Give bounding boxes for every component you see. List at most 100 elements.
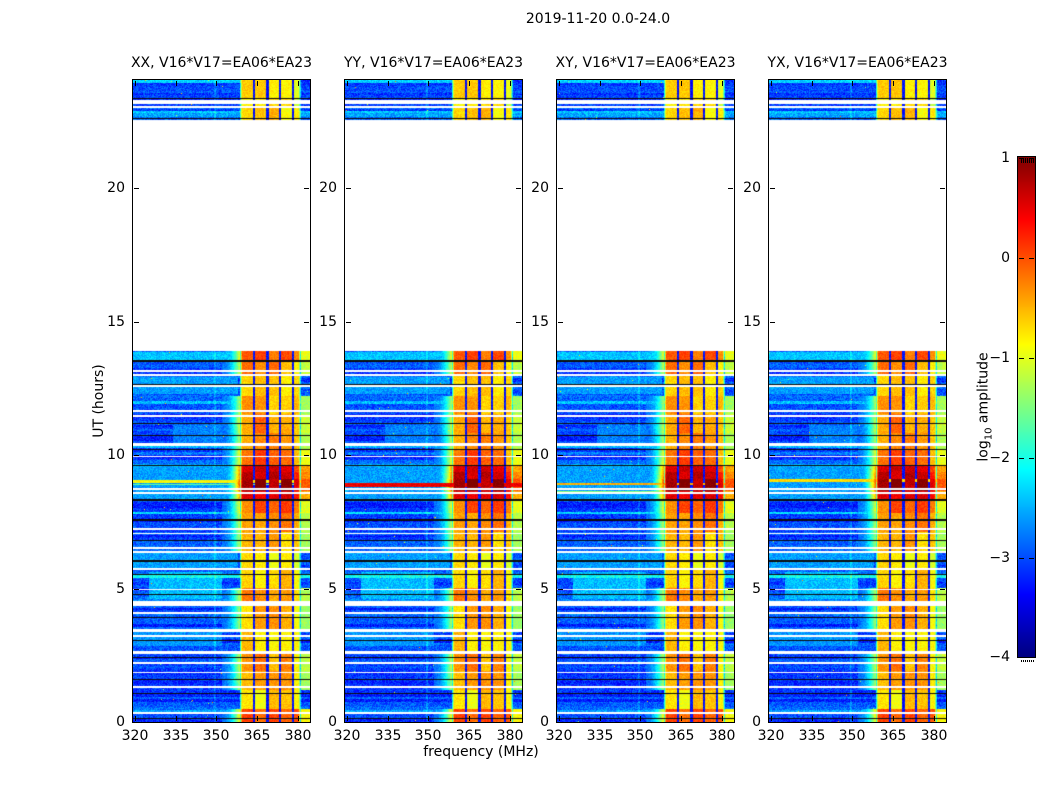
x-tick-mark: [176, 81, 177, 86]
colorbar-tick-mark: [1019, 657, 1024, 658]
y-tick-mark: [770, 722, 775, 723]
panel-title-xy: XY, V16*V17=EA06*EA23: [555, 55, 736, 71]
x-tick-mark: [135, 81, 136, 86]
x-tick-label: 380: [496, 728, 524, 744]
y-tick-label: 15: [107, 314, 125, 330]
x-tick-mark: [681, 81, 682, 86]
y-tick-mark: [304, 322, 309, 323]
y-tick-label: 0: [540, 714, 549, 730]
panel-title-yx: YX, V16*V17=EA06*EA23: [767, 55, 948, 71]
x-tick-mark: [428, 716, 429, 721]
x-tick-mark: [722, 716, 723, 721]
colorbar-tick-mark: [1019, 458, 1024, 459]
colorbar-minor-tick: [1025, 158, 1026, 163]
colorbar-tick-label: 1: [1001, 150, 1010, 166]
y-tick-label: 15: [531, 314, 549, 330]
y-tick-mark: [940, 589, 945, 590]
y-tick-mark: [728, 322, 733, 323]
colorbar-minor-tick: [1021, 660, 1022, 662]
x-tick-mark: [388, 81, 389, 86]
y-tick-mark: [346, 188, 351, 189]
y-tick-label: 0: [328, 714, 337, 730]
y-tick-label: 10: [319, 447, 337, 463]
spectrogram-panel-xx: 320 335 350 365 380 0 5 10 15 20: [107, 79, 311, 744]
x-tick-mark: [852, 81, 853, 86]
y-tick-mark: [940, 455, 945, 456]
x-tick-mark: [347, 81, 348, 86]
y-tick-mark: [558, 455, 563, 456]
y-tick-label: 5: [328, 581, 337, 597]
y-tick-label: 20: [107, 180, 125, 196]
colorbar-tick-mark: [1019, 358, 1024, 359]
y-tick-mark: [134, 322, 139, 323]
colorbar-tick-label: −4: [989, 649, 1010, 665]
x-tick-label: 335: [374, 728, 402, 744]
x-tick-mark: [298, 81, 299, 86]
y-tick-mark: [346, 322, 351, 323]
x-tick-label: 320: [333, 728, 361, 744]
x-tick-label: 365: [667, 728, 695, 744]
spectrogram-canvas-xy: [557, 80, 734, 722]
x-tick-mark: [934, 81, 935, 86]
colorbar-tick-label: −1: [989, 350, 1010, 366]
y-tick-mark: [304, 455, 309, 456]
x-tick-mark: [812, 81, 813, 86]
y-tick-label: 20: [319, 180, 337, 196]
x-tick-mark: [852, 716, 853, 721]
y-tick-mark: [728, 455, 733, 456]
colorbar-minor-tick: [1029, 158, 1030, 163]
y-tick-label: 5: [752, 581, 761, 597]
x-tick-label: 335: [798, 728, 826, 744]
colorbar-tick-mark: [1029, 358, 1034, 359]
x-tick-mark: [216, 716, 217, 721]
x-tick-label: 335: [586, 728, 614, 744]
x-tick-mark: [469, 716, 470, 721]
spectrogram-canvas-yx: [769, 80, 946, 722]
x-tick-label: 380: [708, 728, 736, 744]
x-tick-mark: [771, 716, 772, 721]
colorbar-minor-tick: [1033, 158, 1034, 163]
colorbar-label: log10 amplitude: [975, 352, 995, 462]
y-tick-mark: [134, 455, 139, 456]
y-tick-label: 15: [743, 314, 761, 330]
x-tick-mark: [347, 716, 348, 721]
y-tick-mark: [770, 188, 775, 189]
y-tick-mark: [516, 722, 521, 723]
panel-title-xx: XX, V16*V17=EA06*EA23: [130, 55, 313, 71]
spectrogram-canvas-yy: [345, 80, 522, 722]
y-tick-mark: [346, 722, 351, 723]
figure-title: 2019-11-20 0.0-24.0: [525, 11, 671, 27]
y-tick-mark: [728, 722, 733, 723]
y-tick-label: 0: [116, 714, 125, 730]
y-tick-mark: [940, 722, 945, 723]
y-tick-mark: [346, 455, 351, 456]
colorbar-minor-tick: [1023, 660, 1024, 662]
x-tick-mark: [640, 81, 641, 86]
x-tick-mark: [893, 81, 894, 86]
x-tick-mark: [893, 716, 894, 721]
colorbar-tick-mark: [1029, 657, 1034, 658]
x-tick-label: 365: [455, 728, 483, 744]
x-tick-mark: [722, 81, 723, 86]
x-tick-mark: [510, 81, 511, 86]
y-tick-label: 5: [116, 581, 125, 597]
x-tick-mark: [771, 81, 772, 86]
x-tick-label: 365: [243, 728, 271, 744]
x-tick-mark: [388, 716, 389, 721]
x-tick-mark: [135, 716, 136, 721]
y-tick-mark: [516, 322, 521, 323]
x-tick-mark: [257, 716, 258, 721]
colorbar-minor-tick: [1025, 660, 1026, 662]
x-tick-label: 350: [626, 728, 654, 744]
y-axis-label: UT (hours): [91, 364, 107, 438]
y-tick-mark: [770, 322, 775, 323]
x-tick-mark: [640, 716, 641, 721]
x-tick-mark: [559, 81, 560, 86]
x-tick-mark: [216, 81, 217, 86]
x-tick-mark: [257, 81, 258, 86]
x-tick-label: 380: [920, 728, 948, 744]
x-tick-label: 320: [545, 728, 573, 744]
y-tick-mark: [304, 722, 309, 723]
colorbar-gradient: [1018, 157, 1035, 657]
y-tick-mark: [728, 589, 733, 590]
